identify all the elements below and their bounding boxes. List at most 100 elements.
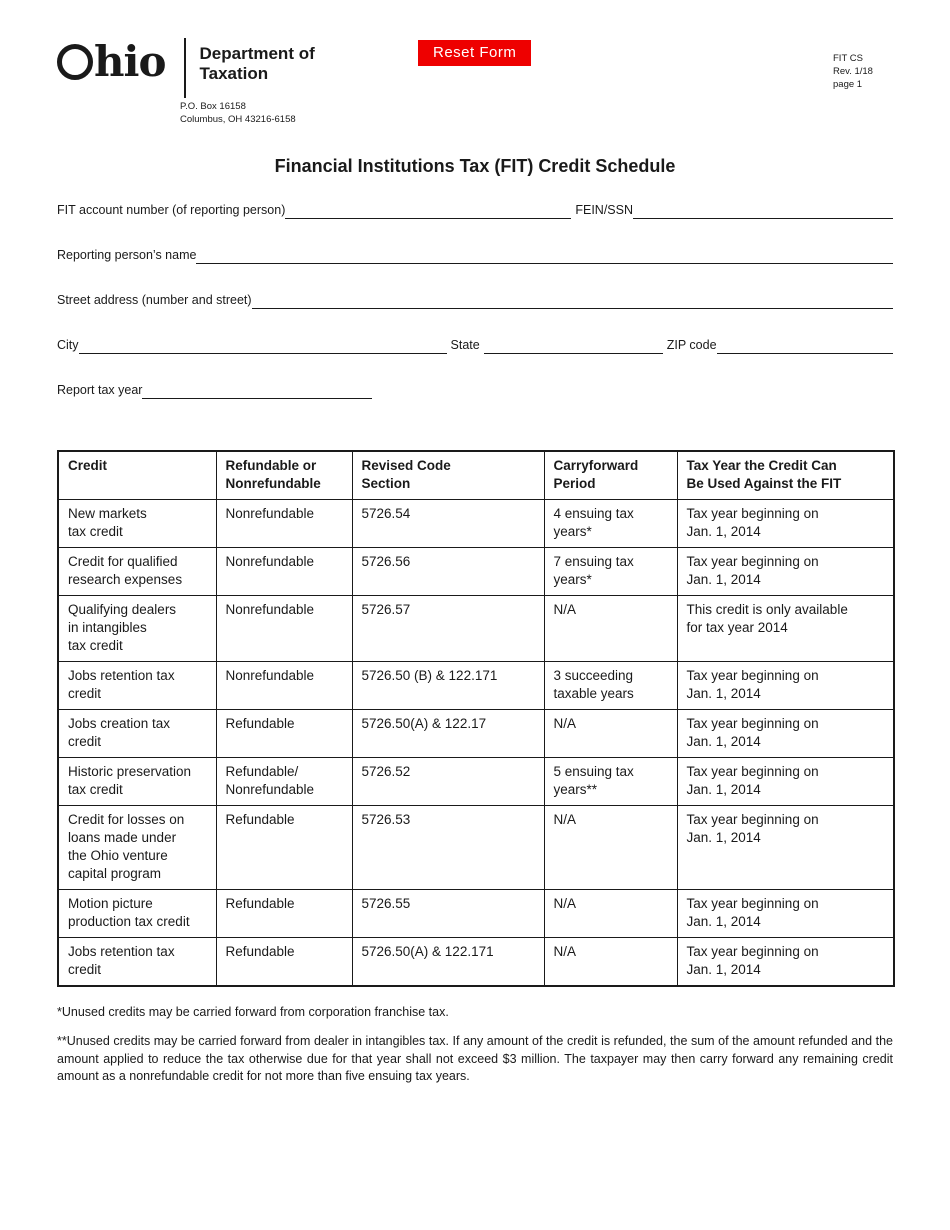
table-cell: N/A <box>543 709 678 758</box>
report-tax-year-input[interactable] <box>142 385 373 399</box>
fein-ssn-label: FEIN/SSN <box>575 203 634 217</box>
table-cell: Jobs retention tax credit <box>57 661 217 710</box>
field-row-name: Reporting person’s name <box>57 248 893 264</box>
table-row: New markets tax credit Nonrefundable 5726.… <box>57 499 895 548</box>
field-row-city-state-zip: City State ZIP code <box>57 338 893 354</box>
table-cell: 7 ensuing tax years* <box>543 547 678 596</box>
table-header-cell: Tax Year the Credit Can Be Used Against … <box>676 450 895 500</box>
department-name: Department of Taxation <box>200 38 315 84</box>
table-cell: Tax year beginning on Jan. 1, 2014 <box>676 937 895 987</box>
table-cell: N/A <box>543 937 678 987</box>
table-row: Jobs retention tax credit Refundable 5726.… <box>57 937 895 987</box>
department-address: P.O. Box 16158 Columbus, OH 43216-6158 <box>180 100 296 126</box>
footnote-single-asterisk: *Unused credits may be carried forward f… <box>57 1005 449 1019</box>
field-row-account: FIT account number (of reporting person)… <box>57 203 893 219</box>
department-line2: Taxation <box>199 64 269 83</box>
logo-divider <box>183 38 186 98</box>
ohio-logo-o-icon <box>57 44 93 80</box>
table-cell: Nonrefundable <box>215 547 353 596</box>
table-cell: 4 ensuing tax years* <box>543 499 678 548</box>
street-address-label: Street address (number and street) <box>57 293 252 307</box>
table-cell: Refundable/ Nonrefundable <box>215 757 353 806</box>
table-cell: 5726.53 <box>351 805 545 890</box>
po-box-line: P.O. Box 16158 <box>180 101 246 112</box>
field-row-street: Street address (number and street) <box>57 293 893 309</box>
table-cell: 5726.50 (B) & 122.171 <box>351 661 545 710</box>
field-row-tax-year: Report tax year <box>57 383 893 399</box>
table-cell: Refundable <box>215 805 353 890</box>
table-row: Jobs creation tax credit Refundable 5726.5… <box>57 709 895 758</box>
table-header-cell: Revised Code Section <box>351 450 545 500</box>
table-cell: 5726.50(A) & 122.171 <box>351 937 545 987</box>
form-page-number: page 1 <box>833 79 863 90</box>
table-row: Motion picture production tax credit Refu… <box>57 889 895 938</box>
table-header-cell: Refundable or Nonrefundable <box>215 450 353 500</box>
table-cell: Tax year beginning on Jan. 1, 2014 <box>676 805 895 890</box>
city-input[interactable] <box>78 340 447 354</box>
street-address-input[interactable] <box>251 295 893 309</box>
fein-ssn-input[interactable] <box>633 205 893 219</box>
table-cell: New markets tax credit <box>57 499 217 548</box>
table-row: Credit for losses on loans made under th… <box>57 805 895 890</box>
table-cell: N/A <box>543 595 678 662</box>
form-code: FIT CS <box>833 53 863 64</box>
table-cell: 5726.57 <box>351 595 545 662</box>
table-cell: 5 ensuing tax years** <box>543 757 678 806</box>
reporting-name-input[interactable] <box>196 250 893 264</box>
table-cell: Nonrefundable <box>215 595 353 662</box>
form-revision: Rev. 1/18 <box>833 66 873 77</box>
table-row: Qualifying dealers in intangibles tax cr… <box>57 595 895 662</box>
ohio-dept-taxation-logo: hio Department of Taxation <box>57 38 893 98</box>
table-header-cell: Credit <box>57 450 217 500</box>
table-cell: 5726.54 <box>351 499 545 548</box>
table-header-row: Credit Refundable or Nonrefundable Revised… <box>57 450 895 500</box>
table-cell: N/A <box>543 805 678 890</box>
table-cell: Tax year beginning on Jan. 1, 2014 <box>676 889 895 938</box>
table-cell: Refundable <box>215 889 353 938</box>
table-cell: Historic preservation tax credit <box>57 757 217 806</box>
table-cell: Tax year beginning on Jan. 1, 2014 <box>676 661 895 710</box>
department-line1: Department of <box>199 44 315 63</box>
page-header: hio Department of Taxation P.O. Box 1615… <box>57 38 893 130</box>
table-cell: Nonrefundable <box>215 499 353 548</box>
table-cell: N/A <box>543 889 678 938</box>
table-row: Credit for qualified research expenses No… <box>57 547 895 596</box>
footnote-double-asterisk: **Unused credits may be carried forward … <box>57 1034 893 1083</box>
table-cell: Tax year beginning on Jan. 1, 2014 <box>676 709 895 758</box>
table-cell: Credit for losses on loans made under th… <box>57 805 217 890</box>
form-id-block: FIT CS Rev. 1/18 page 1 <box>833 52 893 91</box>
table-cell: Motion picture production tax credit <box>57 889 217 938</box>
table-row: Historic preservation tax credit Refundab… <box>57 757 895 806</box>
table-cell: Refundable <box>215 937 353 987</box>
city-state-zip-line: Columbus, OH 43216-6158 <box>180 114 296 125</box>
zip-input[interactable] <box>716 340 893 354</box>
table-cell: Nonrefundable <box>215 661 353 710</box>
table-cell: 5726.56 <box>351 547 545 596</box>
table-cell: Refundable <box>215 709 353 758</box>
table-cell: 5726.55 <box>351 889 545 938</box>
table-row: Jobs retention tax credit Nonrefundable 57… <box>57 661 895 710</box>
table-cell: Tax year beginning on Jan. 1, 2014 <box>676 499 895 548</box>
table-cell: 5726.52 <box>351 757 545 806</box>
table-cell: Tax year beginning on Jan. 1, 2014 <box>676 547 895 596</box>
ohio-logo: hio <box>57 38 167 83</box>
table-cell: This credit is only available for tax ye… <box>676 595 895 662</box>
table-cell: Qualifying dealers in intangibles tax cr… <box>57 595 217 662</box>
table-header-cell: Carryforward Period <box>543 450 678 500</box>
state-label: State <box>450 338 480 352</box>
page-title: Financial Institutions Tax (FIT) Credit … <box>274 156 676 176</box>
zip-label: ZIP code <box>666 338 717 352</box>
table-cell: Jobs retention tax credit <box>57 937 217 987</box>
table-cell: 5726.50(A) & 122.17 <box>351 709 545 758</box>
fit-account-input[interactable] <box>285 205 572 219</box>
report-tax-year-label: Report tax year <box>57 383 143 397</box>
table-cell: Tax year beginning on Jan. 1, 2014 <box>676 757 895 806</box>
fit-account-label: FIT account number (of reporting person) <box>57 203 286 217</box>
credit-schedule-table: Credit Refundable or Nonrefundable Revised… <box>57 450 895 987</box>
reset-form-button[interactable]: Reset Form <box>418 40 532 66</box>
city-label: City <box>57 338 79 352</box>
state-input[interactable] <box>483 340 663 354</box>
table-cell: Jobs creation tax credit <box>57 709 217 758</box>
reporting-name-label: Reporting person’s name <box>57 248 197 262</box>
